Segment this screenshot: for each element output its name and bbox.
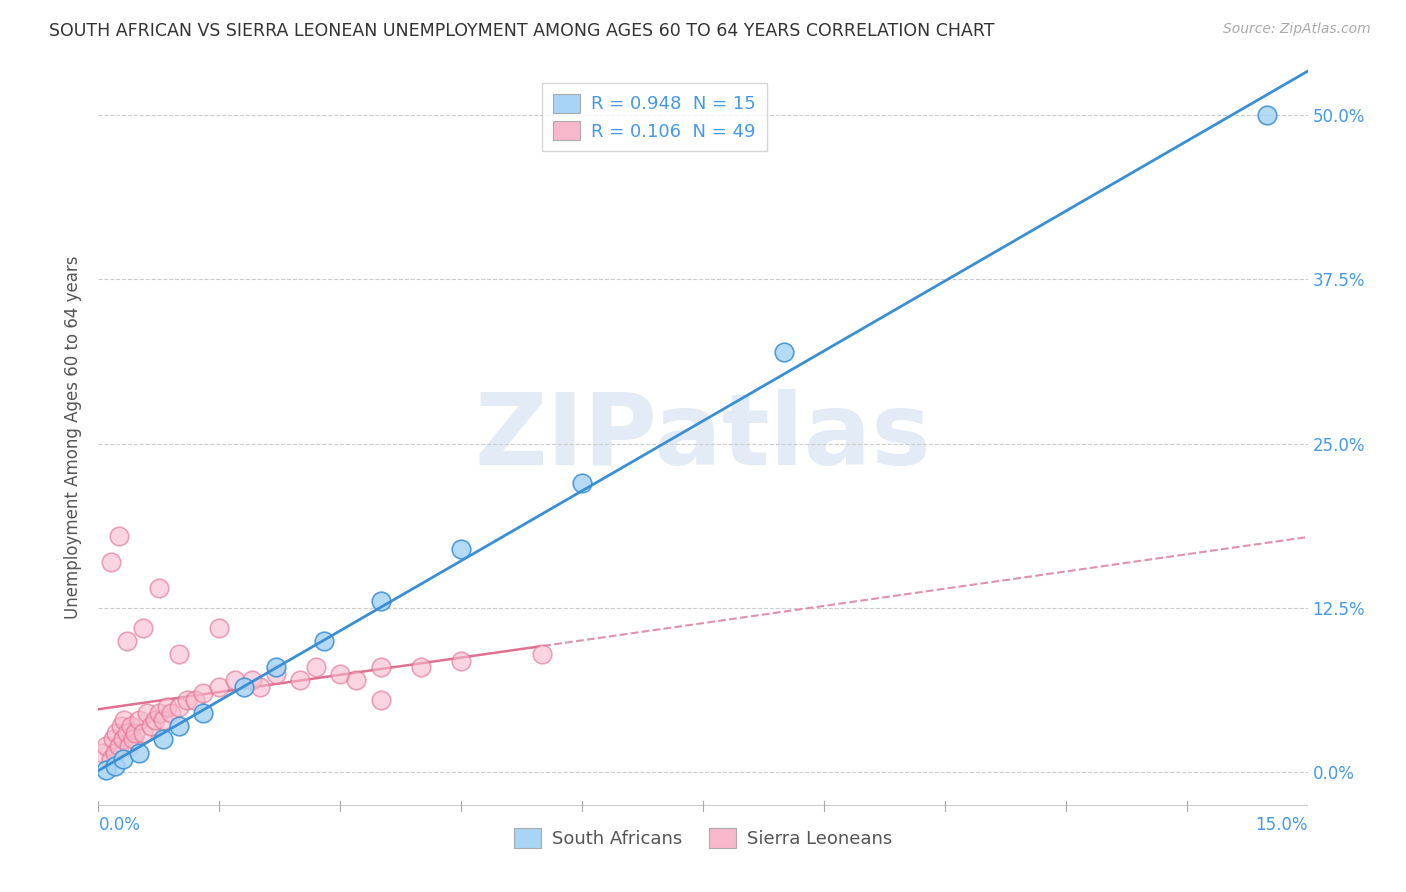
- Point: [370, 693, 392, 707]
- Point: [344, 673, 367, 688]
- Text: 0.0%: 0.0%: [98, 815, 141, 834]
- Point: [135, 706, 157, 720]
- Legend: South Africans, Sierra Leoneans: South Africans, Sierra Leoneans: [506, 821, 900, 855]
- Point: [96, 763, 118, 777]
- Point: [288, 673, 311, 688]
- Point: [571, 476, 593, 491]
- Point: [305, 660, 328, 674]
- Point: [120, 719, 142, 733]
- Point: [139, 719, 162, 733]
- Point: [152, 713, 174, 727]
- Point: [208, 621, 231, 635]
- Point: [107, 529, 129, 543]
- Point: [176, 693, 198, 707]
- Point: [167, 719, 190, 733]
- Point: [249, 680, 271, 694]
- Point: [370, 594, 392, 608]
- Point: [91, 746, 114, 760]
- Point: [118, 739, 141, 753]
- Point: [100, 555, 122, 569]
- Point: [115, 633, 138, 648]
- Point: [148, 706, 170, 720]
- Point: [152, 732, 174, 747]
- Point: [264, 660, 287, 674]
- Point: [107, 739, 129, 753]
- Point: [208, 680, 231, 694]
- Point: [156, 699, 179, 714]
- Point: [110, 719, 132, 733]
- Point: [100, 752, 122, 766]
- Point: [115, 726, 138, 740]
- Point: [240, 673, 263, 688]
- Point: [128, 746, 150, 760]
- Point: [105, 726, 128, 740]
- Point: [111, 752, 134, 766]
- Point: [184, 693, 207, 707]
- Point: [167, 647, 190, 661]
- Point: [111, 732, 134, 747]
- Point: [128, 713, 150, 727]
- Point: [224, 673, 246, 688]
- Point: [143, 713, 166, 727]
- Point: [122, 732, 145, 747]
- Point: [112, 713, 135, 727]
- Point: [314, 633, 336, 648]
- Text: Source: ZipAtlas.com: Source: ZipAtlas.com: [1223, 22, 1371, 37]
- Point: [124, 726, 146, 740]
- Point: [167, 699, 190, 714]
- Point: [160, 706, 183, 720]
- Text: SOUTH AFRICAN VS SIERRA LEONEAN UNEMPLOYMENT AMONG AGES 60 TO 64 YEARS CORRELATI: SOUTH AFRICAN VS SIERRA LEONEAN UNEMPLOY…: [49, 22, 994, 40]
- Text: ZIPatlas: ZIPatlas: [475, 389, 931, 485]
- Point: [450, 541, 472, 556]
- Point: [193, 706, 215, 720]
- Point: [370, 660, 392, 674]
- Point: [132, 726, 155, 740]
- Point: [530, 647, 553, 661]
- Point: [101, 732, 124, 747]
- Point: [772, 344, 794, 359]
- Point: [103, 746, 125, 760]
- Point: [409, 660, 432, 674]
- Y-axis label: Unemployment Among Ages 60 to 64 years: Unemployment Among Ages 60 to 64 years: [65, 255, 83, 619]
- Point: [103, 758, 125, 772]
- Point: [232, 680, 254, 694]
- Point: [329, 666, 352, 681]
- Point: [450, 654, 472, 668]
- Point: [1256, 108, 1278, 122]
- Point: [96, 739, 118, 753]
- Point: [264, 666, 287, 681]
- Point: [132, 621, 155, 635]
- Point: [193, 686, 215, 700]
- Point: [148, 581, 170, 595]
- Text: 15.0%: 15.0%: [1256, 815, 1308, 834]
